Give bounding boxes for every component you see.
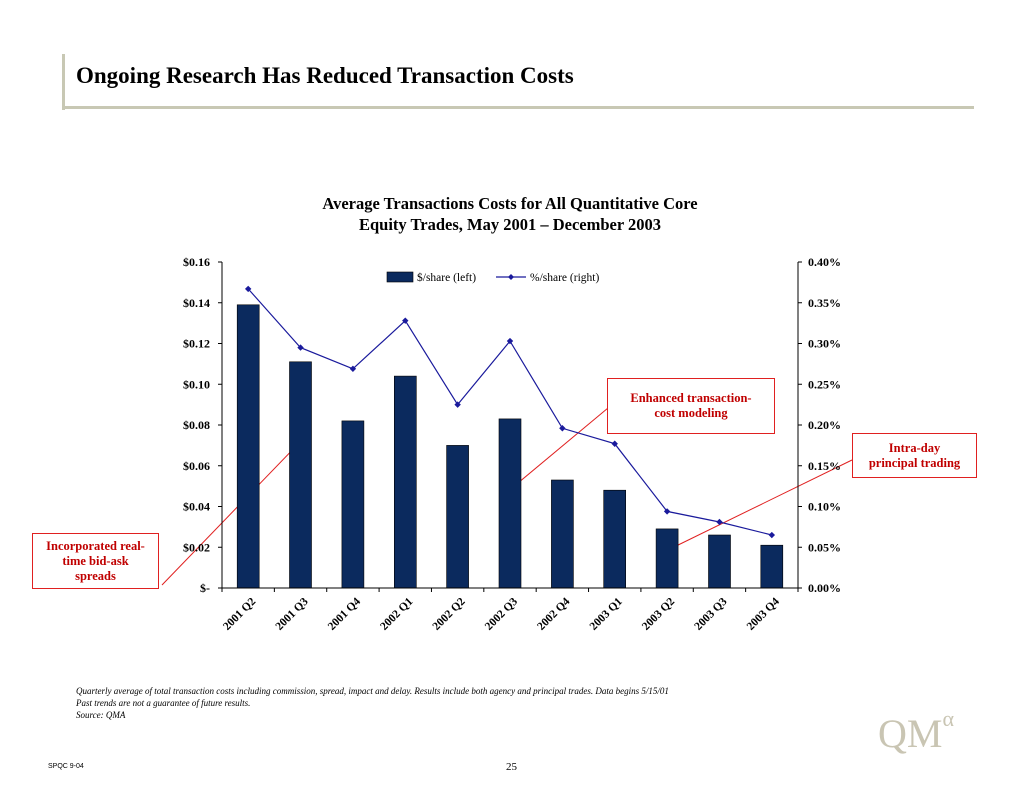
right-tick-label-0: 0.00% [808, 581, 841, 595]
callout-intraday-trading: Intra-day principal trading [852, 433, 977, 478]
line-point-6 [559, 425, 566, 432]
right-tick-label-1: 0.05% [808, 540, 841, 554]
page-title: Ongoing Research Has Reduced Transaction… [76, 63, 574, 88]
page-number: 25 [506, 761, 517, 773]
footnote-line-3: Source: QMA [76, 710, 126, 720]
callout-cost-modeling: Enhanced transaction- cost modeling [607, 378, 775, 434]
callout-cost-modeling-line-2: cost modeling [654, 406, 728, 420]
bar-2 [341, 420, 365, 589]
footnote-line-2: Past trends are not a guarantee of futur… [76, 698, 251, 708]
callout-bid-ask-line-3: spreads [75, 568, 116, 583]
left-tick-label-1: $0.02 [183, 540, 210, 554]
x-tick-label-2: 2001 Q4 [326, 595, 363, 632]
x-tick-label-1: 2001 Q3 [273, 595, 310, 632]
bar-5 [498, 418, 522, 589]
callout-bid-ask-spreads: Incorporated real- time bid-ask spreads [32, 533, 159, 589]
line-point-10 [768, 531, 776, 539]
left-tick-label-5: $0.10 [183, 377, 210, 391]
bar-8 [655, 528, 679, 589]
title-horizontal-rule [62, 106, 974, 109]
annotation-pointer-intraday [671, 459, 853, 549]
callout-intraday-line-2: principal trading [868, 455, 961, 470]
chart-title-line-1: Average Transactions Costs for All Quant… [322, 194, 698, 213]
legend-label-bars: $/share (left) [417, 271, 476, 284]
left-tick-label-3: $0.06 [183, 459, 210, 473]
callout-bid-ask-line-1: Incorporated real- [46, 538, 145, 553]
callout-intraday-line-1: Intra-day [888, 440, 941, 455]
right-tick-label-7: 0.35% [808, 296, 841, 310]
qma-logo: QMα [878, 706, 954, 757]
right-tick-label-5: 0.25% [808, 377, 841, 391]
line-point-2 [349, 365, 357, 372]
x-tick-label-9: 2003 Q3 [692, 595, 729, 632]
right-tick-label-3: 0.15% [808, 459, 841, 473]
line-point-1 [297, 344, 304, 351]
callout-bid-ask-line-2: time bid-ask [62, 553, 129, 568]
line-point-5 [506, 337, 514, 345]
right-tick-label-4: 0.20% [808, 418, 841, 432]
x-tick-label-8: 2003 Q2 [640, 595, 677, 632]
bar-9 [708, 534, 731, 589]
left-tick-label-2: $0.04 [183, 500, 210, 514]
x-tick-label-4: 2002 Q2 [431, 595, 468, 632]
bar-3 [393, 375, 417, 589]
logo-alpha: α [942, 706, 954, 731]
logo-text: QM [878, 711, 943, 756]
line-point-9 [716, 518, 723, 526]
x-tick-label-6: 2002 Q4 [535, 595, 572, 632]
x-tick-label-0: 2001 Q2 [221, 595, 258, 632]
line-point-8 [663, 508, 671, 515]
bar-10 [760, 544, 784, 589]
chart-title: Average Transactions Costs for All Quant… [260, 193, 760, 235]
left-tick-label-4: $0.08 [183, 418, 210, 432]
left-tick-label-8: $0.16 [183, 255, 210, 269]
callout-cost-modeling-line-1: Enhanced transaction- [630, 391, 752, 405]
right-tick-label-2: 0.10% [808, 500, 841, 514]
left-tick-label-7: $0.14 [183, 296, 210, 310]
x-tick-label-10: 2003 Q4 [745, 595, 782, 632]
bar-7 [603, 489, 627, 589]
line-point-0 [244, 285, 252, 293]
x-tick-label-3: 2002 Q1 [378, 595, 415, 632]
footnote-line-1: Quarterly average of total transaction c… [76, 686, 669, 696]
x-tick-label-7: 2003 Q1 [588, 595, 625, 632]
line-point-3 [402, 317, 409, 324]
chart-title-line-2: Equity Trades, May 2001 – December 2003 [358, 215, 662, 234]
legend-swatch-line-marker [508, 274, 514, 280]
left-tick-label-0: $- [200, 581, 210, 595]
bar-4 [446, 445, 469, 589]
right-tick-label-6: 0.30% [808, 337, 841, 351]
footnote: Quarterly average of total transaction c… [76, 685, 669, 721]
left-tick-label-6: $0.12 [183, 337, 210, 351]
legend-label-line: %/share (right) [530, 272, 599, 284]
footer-code: SPQC 9-04 [48, 763, 84, 770]
right-tick-label-8: 0.40% [808, 255, 841, 269]
title-bar: Ongoing Research Has Reduced Transaction… [62, 54, 974, 110]
legend-swatch-bars [386, 271, 414, 283]
line-point-7 [611, 440, 618, 447]
line-point-4 [454, 401, 461, 408]
bar-6 [551, 479, 574, 589]
bar-1 [289, 361, 312, 589]
annotation-pointer-bid-ask [161, 439, 303, 586]
title-vertical-rule [62, 54, 65, 110]
x-tick-label-5: 2002 Q3 [483, 595, 520, 632]
bar-0 [236, 304, 260, 589]
